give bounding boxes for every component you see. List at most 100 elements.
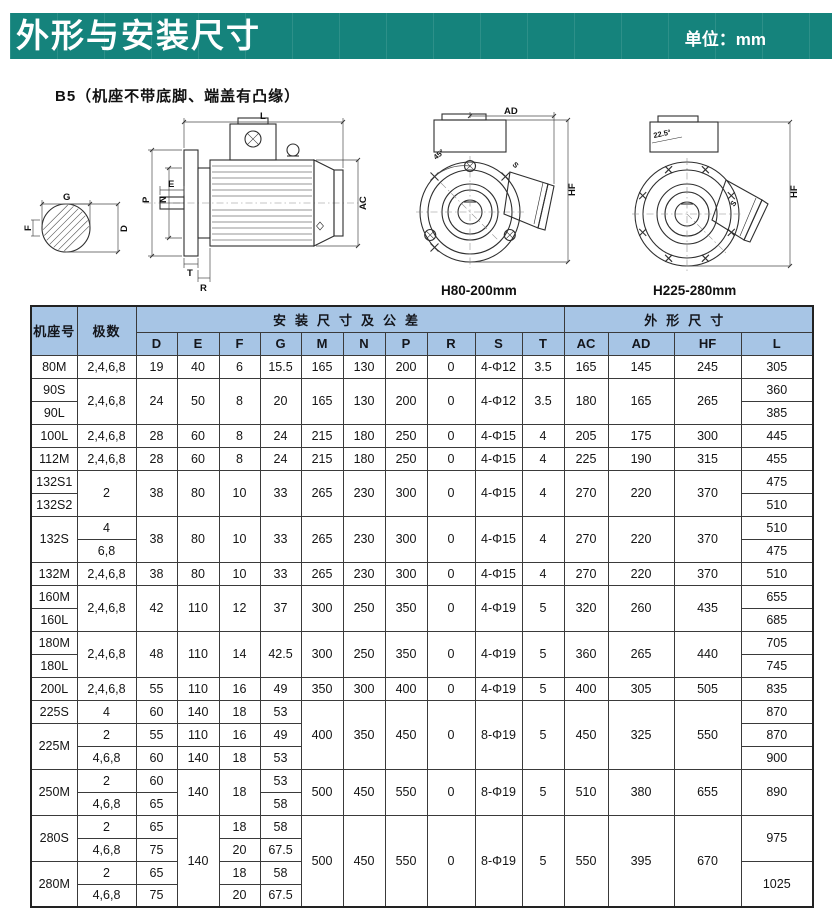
table-cell: 2,4,6,8 <box>76 561 137 586</box>
table-cell: 28 <box>135 423 178 448</box>
table-cell: 24 <box>135 377 178 425</box>
table-cell: 870 <box>740 722 814 747</box>
table-cell: 315 <box>673 446 742 471</box>
table-row: 250M 2 60 140 18 53 500 450 550 0 8-Φ19 … <box>30 768 814 816</box>
table-cell: 4-Φ19 <box>474 630 523 678</box>
table-cell: 0 <box>426 561 476 586</box>
table-cell: 325 <box>607 699 675 770</box>
table-cell: 18 <box>218 699 261 724</box>
table-cell: 75 <box>135 883 178 908</box>
table-cell: 4 <box>521 515 565 563</box>
table-cell: 225M <box>30 722 78 770</box>
table-cell: 4-Φ15 <box>474 446 523 471</box>
dim-n: N <box>158 165 182 241</box>
table-cell: 475 <box>740 469 814 494</box>
table-cell: 270 <box>563 515 609 563</box>
dim-d: D <box>66 201 130 255</box>
table-cell: 975 <box>740 814 814 862</box>
table-cell: 130 <box>342 354 386 379</box>
column-header: M <box>300 331 344 356</box>
table-cell: 90L <box>30 400 78 425</box>
table-cell: 4 <box>521 446 565 471</box>
table-cell: 80 <box>176 469 220 517</box>
dim-label-r: R <box>200 283 207 294</box>
table-cell: 112M <box>30 446 78 471</box>
table-cell: 10 <box>218 469 261 517</box>
table-row: 225S 4 60 140 18 53 400 350 450 0 8-Φ19 … <box>30 699 814 770</box>
dim-e: E <box>159 179 185 195</box>
table-cell: 300 <box>342 676 386 701</box>
table-cell: 265 <box>300 515 344 563</box>
table-cell: 15.5 <box>259 354 302 379</box>
table-cell: 455 <box>740 446 814 471</box>
table-cell: 4,6,8 <box>76 883 137 908</box>
table-cell: 160M <box>30 584 78 609</box>
dim-r: R <box>197 248 211 294</box>
table-row: 160M 2,4,6,8 42 110 12 37 300 250 350 0 … <box>30 584 814 632</box>
table-cell: 5 <box>521 584 565 632</box>
table-cell: 215 <box>300 446 344 471</box>
table-cell: 215 <box>300 423 344 448</box>
table-cell: 4,6,8 <box>76 791 137 816</box>
table-cell: 180 <box>342 446 386 471</box>
table-cell: 175 <box>607 423 675 448</box>
table-cell: 60 <box>135 699 178 724</box>
table-cell: 80 <box>176 515 220 563</box>
table-cell: 280S <box>30 814 78 862</box>
table-cell: 890 <box>740 768 814 816</box>
table-cell: 38 <box>135 561 178 586</box>
shaft-section-drawing: G F D <box>23 192 130 255</box>
table-cell: 5 <box>521 814 565 908</box>
table-cell: 65 <box>135 814 178 839</box>
table-cell: 4-Φ19 <box>474 584 523 632</box>
table-cell: 360 <box>740 377 814 402</box>
dim-hf: HF <box>687 119 800 269</box>
dim-label-ad: AD <box>504 106 518 117</box>
table-cell: 90S <box>30 377 78 402</box>
table-cell: 8 <box>218 377 261 425</box>
table-cell: 24 <box>259 423 302 448</box>
table-cell: 505 <box>673 676 742 701</box>
table-cell: 4 <box>521 561 565 586</box>
column-header: N <box>342 331 386 356</box>
motor-side-view-drawing: L P N E T R AC <box>141 111 369 294</box>
table-cell: 180M <box>30 630 78 655</box>
table-cell: 370 <box>673 515 742 563</box>
table-cell: 510 <box>740 561 814 586</box>
table-cell: 0 <box>426 377 476 425</box>
table-cell: 350 <box>342 699 386 770</box>
table-cell: 0 <box>426 469 476 517</box>
dim-label-ac: AC <box>358 196 369 210</box>
table-cell: 2 <box>76 722 137 747</box>
table-cell: 42.5 <box>259 630 302 678</box>
table-cell: 130 <box>342 377 386 425</box>
table-cell: 53 <box>259 699 302 724</box>
table-cell: 80 <box>176 561 220 586</box>
table-cell: 132S1 <box>30 469 78 494</box>
table-cell: 385 <box>740 400 814 425</box>
table-cell: 0 <box>426 354 476 379</box>
table-cell: 400 <box>563 676 609 701</box>
column-header-poles: 极数 <box>76 305 137 356</box>
table-cell: 550 <box>384 768 428 816</box>
table-cell: 4-Φ12 <box>474 377 523 425</box>
table-cell: 370 <box>673 561 742 586</box>
caption-h80-200: H80-200mm <box>441 283 517 298</box>
table-cell: 10 <box>218 515 261 563</box>
table-cell: 2,4,6,8 <box>76 630 137 678</box>
table-cell: 8-Φ19 <box>474 814 523 908</box>
table-cell: 67.5 <box>259 837 302 862</box>
table-cell: 2,4,6,8 <box>76 584 137 632</box>
table-row: 280S 2 65 140 18 58 500 450 550 0 8-Φ19 … <box>30 814 814 908</box>
table-cell: 220 <box>607 469 675 517</box>
table-row: 90L 385 <box>30 400 814 425</box>
table-cell: 2 <box>76 768 137 793</box>
table-cell: 55 <box>135 722 178 747</box>
table-cell: 6,8 <box>76 538 137 563</box>
table-cell: 2 <box>76 860 137 885</box>
dim-label-l: L <box>260 111 266 122</box>
table-cell: 510 <box>740 492 814 517</box>
table-cell: 140 <box>176 699 220 724</box>
column-header: AC <box>563 331 609 356</box>
table-cell: 140 <box>176 745 220 770</box>
